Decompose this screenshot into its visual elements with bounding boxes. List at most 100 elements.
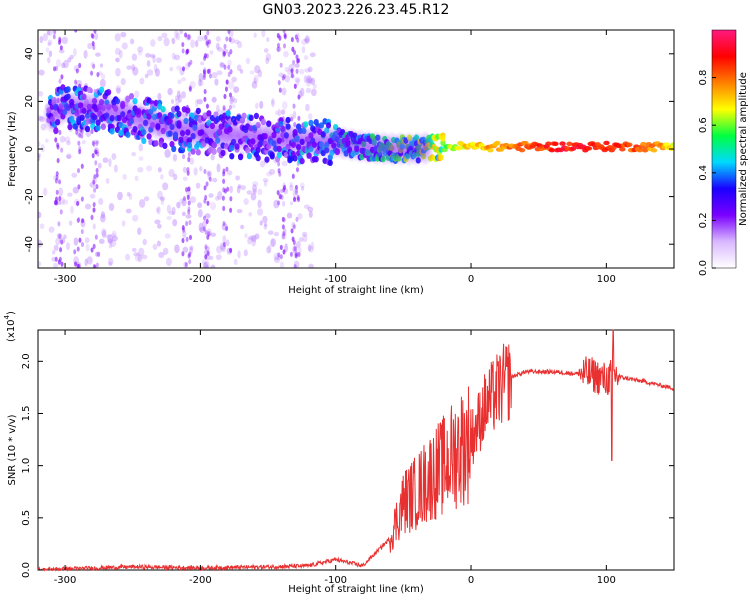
spectrogram-noise-mark [229, 185, 233, 194]
spectrogram-band-mark [60, 261, 64, 267]
spectrogram-noise-mark [267, 244, 272, 254]
spectrogram-ridge-mark [153, 140, 159, 147]
spectrogram-noise-mark [231, 76, 237, 83]
spectrogram-noise-mark [298, 247, 302, 253]
spectrogram-band-mark [222, 168, 226, 174]
spectrogram-noise-mark [251, 81, 258, 89]
spectrogram-band-mark [280, 194, 284, 200]
spectrogram-noise-mark [157, 190, 163, 200]
spectrogram-noise-mark [240, 224, 245, 230]
spectrogram-band-mark [58, 37, 62, 43]
spectrogram-band-mark [277, 200, 281, 206]
spectrogram-noise-mark [181, 211, 186, 217]
spectrogram-band-mark [93, 174, 97, 180]
spectrogram-band-mark [225, 79, 229, 85]
spectrogram-band-mark [92, 207, 96, 213]
spectrogram-band-mark [227, 30, 231, 35]
spectrogram-band-mark [97, 251, 101, 257]
spectrogram-noise-mark [125, 208, 132, 214]
spectrogram-band-mark [290, 72, 294, 79]
spectrogram-noise-mark [294, 184, 299, 194]
spectrogram-noise-mark [141, 254, 148, 260]
spectrogram-band-mark [92, 63, 96, 70]
spectrogram-noise-mark [91, 177, 98, 184]
spectrogram-band-mark [203, 198, 207, 204]
spectrogram-noise-mark [307, 66, 313, 73]
spectrogram-band-mark [297, 251, 301, 258]
spectrogram-noise-mark [209, 201, 217, 211]
spectrogram-band-mark [57, 39, 61, 45]
spectrogram-noise-mark [304, 35, 310, 44]
spectrogram-band-mark [93, 264, 97, 268]
spectrogram-noise-mark [257, 188, 263, 196]
spectrogram-band-mark [292, 103, 296, 109]
spectrogram-noise-mark [292, 189, 297, 198]
spectrogram-noise-mark [71, 172, 78, 178]
spectrogram-band-mark [229, 49, 233, 55]
spectrogram-noise-mark [284, 74, 291, 83]
spectrogram-ridge-mark [229, 152, 235, 160]
spectrogram-noise-mark [51, 256, 58, 262]
spectrogram-band-mark [95, 167, 99, 174]
spectrogram-noise-mark [196, 98, 203, 105]
spectrogram-noise-mark [206, 228, 212, 236]
spectrogram-noise-mark [259, 220, 263, 226]
spectrogram-band-mark [202, 69, 206, 75]
spectrogram-noise-mark [58, 49, 65, 54]
spectrogram-band-mark [55, 174, 59, 181]
colorbar-label: Normalized spectral amplitude [738, 72, 749, 226]
spectrogram-noise-mark [68, 220, 73, 226]
spectrogram-noise-mark [265, 57, 270, 65]
spectrogram-noise-mark [47, 42, 52, 47]
spectrogram-band-mark [203, 88, 207, 95]
snr-y-tick-label: 0.0 [21, 562, 32, 578]
spectrogram-band-mark [290, 36, 294, 43]
spectrogram-band-mark [182, 153, 186, 160]
spectrogram-noise-mark [215, 35, 221, 42]
spectrogram-band-mark [81, 218, 85, 224]
spectrogram-band-mark [225, 79, 229, 85]
spectrogram-noise-mark [157, 223, 162, 229]
spectrogram-noise-mark [149, 53, 156, 59]
spectrogram-ridge-mark [237, 153, 244, 160]
spectrogram-noise-mark [87, 42, 93, 50]
spectrogram-noise-mark [198, 222, 204, 232]
spectrogram-noise-mark [85, 243, 90, 252]
spectrogram-noise-mark [174, 244, 180, 254]
spectrogram-marks [38, 30, 674, 268]
spectrogram-noise-mark [172, 219, 178, 227]
spectrogram-noise-mark [38, 141, 41, 147]
spectrogram-noise-mark [176, 90, 181, 99]
spectrogram-band-mark [73, 249, 77, 255]
spectrogram-noise-mark [99, 63, 104, 68]
spectrogram-ridge-mark [299, 157, 305, 165]
spectrogram-ridge-mark [264, 156, 270, 163]
spectrogram-noise-mark [215, 104, 220, 113]
spectrogram-ridge-mark [190, 148, 196, 155]
spectrogram-band-mark [203, 55, 207, 61]
spectrogram-ridge-mark [195, 149, 201, 156]
spectrogram-noise-mark [171, 206, 176, 216]
spectrogram-noise-mark [212, 177, 218, 183]
spectrogram-band-mark [276, 33, 280, 39]
spectrogram-band-mark [187, 61, 191, 68]
spectrogram-noise-mark [301, 231, 308, 237]
spectrogram-noise-mark [273, 231, 279, 237]
spectrogram-ridge-mark [566, 141, 573, 147]
spectrogram-noise-mark [66, 140, 71, 146]
spectrogram-band-mark [277, 80, 281, 86]
spectrogram-ridge-mark [487, 148, 494, 153]
spectrogram-band-mark [282, 30, 286, 34]
spectrogram-noise-mark [195, 98, 199, 108]
spectrogram-noise-mark [236, 209, 243, 214]
spectrogram-noise-mark [216, 70, 223, 76]
spectrogram-band-mark [294, 34, 298, 40]
spectrogram-noise-mark [136, 227, 142, 235]
spectrogram-ridge-mark [569, 146, 577, 151]
spectrogram-noise-mark [47, 30, 53, 37]
spectrogram-band-mark [78, 149, 82, 155]
spectrogram-band-mark [228, 92, 232, 98]
snr-x-tick-label: 100 [597, 575, 616, 586]
